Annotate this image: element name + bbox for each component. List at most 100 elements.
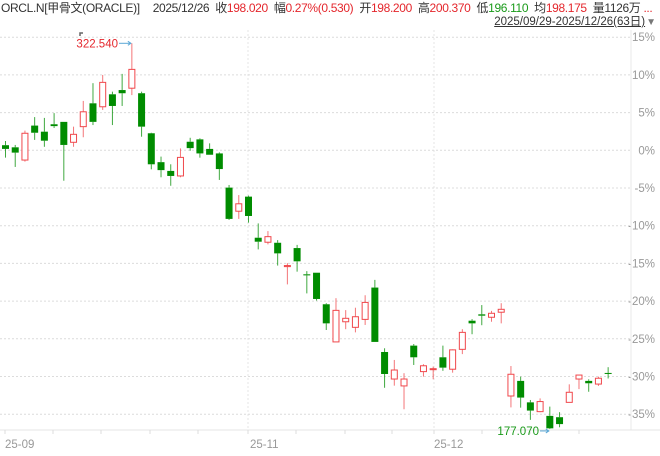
symbol-name[interactable]: ORCL.N[甲骨文(ORACLE)] (1, 1, 140, 15)
candle-body (11, 147, 19, 153)
candle-body (118, 90, 126, 94)
candle (118, 73, 126, 106)
candle (497, 303, 505, 324)
candle-body (50, 124, 58, 127)
candle (99, 74, 107, 110)
arrow-icon (545, 428, 550, 434)
candle (604, 367, 612, 379)
candle (283, 263, 291, 285)
candle-body (594, 377, 602, 385)
candle-body (31, 125, 39, 133)
y-tick-label: -35% (628, 409, 655, 421)
y-tick-label: 5% (638, 108, 655, 120)
volume-value: 1126万 (604, 1, 641, 15)
candle-body (526, 402, 534, 411)
low-value: 196.110 (488, 1, 529, 15)
candle-body (575, 374, 583, 380)
candle (21, 130, 29, 162)
candle (546, 406, 554, 429)
triangle-down-icon[interactable]: ▼ (646, 17, 656, 28)
candle-body (410, 345, 418, 358)
candle (245, 195, 252, 223)
y-tick-label: -25% (628, 334, 655, 346)
candle-body (381, 351, 389, 374)
candle (225, 184, 233, 220)
candle-body (128, 68, 136, 89)
candle-body (449, 349, 457, 370)
candle-body (497, 308, 505, 313)
candle (254, 223, 262, 250)
candle-body (2, 145, 9, 149)
candle (342, 310, 350, 330)
candle-body (332, 309, 340, 343)
date-range-text[interactable]: 2025/09/29-2025/12/26(63日) (494, 16, 646, 28)
y-tick-label: 0% (638, 145, 655, 157)
candle (138, 91, 146, 137)
low-label: 低 (476, 1, 489, 15)
x-tick-label: 25-11 (250, 439, 279, 451)
candle (313, 272, 321, 301)
candle-body (196, 139, 204, 154)
candle-body (371, 287, 379, 342)
candle (176, 148, 184, 178)
x-tick-label: 25-09 (5, 439, 34, 451)
candle-body (186, 141, 194, 149)
max-price-label: 322.540 (76, 38, 118, 50)
change-label: 幅 (273, 1, 286, 15)
candle (594, 376, 602, 386)
candle (2, 140, 9, 158)
candle (526, 399, 534, 420)
candle-body (361, 301, 369, 320)
open-value: 198.200 (370, 1, 412, 15)
candle-body (419, 365, 427, 373)
candle-body (390, 369, 398, 380)
candle (507, 366, 515, 408)
candle-body (604, 372, 612, 374)
candle-body (322, 304, 330, 324)
avg-label: 均 (534, 1, 546, 15)
candle (468, 319, 476, 335)
candle (70, 126, 78, 147)
candle (390, 359, 398, 386)
candle-body (565, 391, 573, 403)
candle (40, 117, 48, 147)
candle-body (245, 196, 252, 216)
candle-body (70, 133, 78, 143)
candle (293, 244, 301, 272)
candle (167, 164, 175, 186)
candle-body (138, 93, 146, 127)
y-tick-label: 15% (632, 32, 655, 44)
candle (186, 137, 194, 151)
candle-body (21, 132, 29, 161)
candle (361, 295, 369, 325)
candle-body (215, 153, 223, 170)
candle (31, 117, 39, 140)
candle-body (546, 415, 554, 429)
candle-body (167, 170, 175, 176)
candle (429, 366, 437, 380)
candle (60, 121, 68, 181)
candle (128, 43, 136, 96)
date-range-selector[interactable]: 2025/09/29-2025/12/26(63日)▼ (494, 15, 656, 29)
open-label: 开 (359, 1, 371, 15)
avg-value: 198.175 (545, 1, 587, 15)
candle (419, 364, 427, 377)
corner-marker-icon (79, 32, 83, 36)
y-tick-label: 10% (632, 70, 655, 82)
close-label: 收 (215, 1, 227, 15)
candle-body (60, 121, 68, 145)
candle-body (342, 317, 350, 323)
candle-body (176, 156, 184, 177)
candle-body (274, 242, 282, 254)
min-price-label: 177.070 (497, 426, 539, 438)
candle (206, 143, 214, 155)
candle-body (351, 316, 359, 328)
y-tick-label: -20% (628, 296, 655, 308)
y-tick-label: -5% (635, 183, 655, 195)
candle-body (108, 94, 116, 106)
arrow-icon (127, 40, 132, 46)
candle (215, 152, 223, 180)
candle (449, 349, 457, 373)
more-indicator[interactable]: ... (643, 1, 653, 15)
